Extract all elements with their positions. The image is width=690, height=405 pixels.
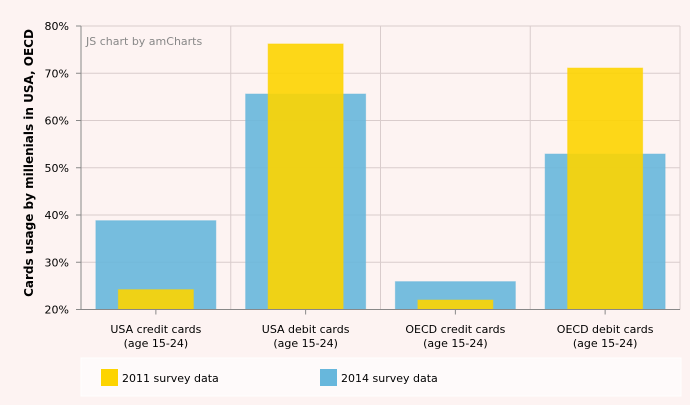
x-tick-label: OECD credit cards [405, 323, 505, 336]
x-tick-label: (age 15-24) [273, 337, 338, 350]
legend-swatch-2014[interactable] [320, 369, 337, 386]
x-tick-label: USA credit cards [110, 323, 201, 336]
x-tick-label: (age 15-24) [423, 337, 488, 350]
y-tick-label: 30% [45, 256, 69, 269]
legend-box [80, 357, 682, 397]
x-tick-label: USA debit cards [262, 323, 350, 336]
y-axis-title: Cards usage by millenials in USA, OECD [22, 29, 36, 297]
bar-2011-3[interactable] [567, 67, 644, 310]
bar-2011-2[interactable] [417, 299, 494, 310]
legend-label-2011[interactable]: 2011 survey data [122, 372, 219, 385]
y-tick-label: 80% [45, 20, 69, 33]
watermark[interactable]: JS chart by amCharts [85, 35, 202, 48]
x-tick-label: OECD debit cards [557, 323, 654, 336]
y-tick-label: 70% [45, 67, 69, 80]
y-tick-label: 20% [45, 304, 69, 317]
bars [95, 43, 666, 311]
y-tick-label: 60% [45, 115, 69, 128]
y-tick-label: 40% [45, 209, 69, 222]
x-tick-label: (age 15-24) [573, 337, 638, 350]
legend: 2011 survey data 2014 survey data [80, 357, 682, 397]
bar-2011-1[interactable] [267, 43, 344, 311]
bar-2011-0[interactable] [117, 289, 194, 310]
axes: 20%30%40%50%60%70%80%USA credit cards(ag… [45, 20, 680, 350]
legend-swatch-2011[interactable] [101, 369, 118, 386]
x-tick-label: (age 15-24) [124, 337, 189, 350]
legend-label-2014[interactable]: 2014 survey data [341, 372, 438, 385]
y-tick-label: 50% [45, 162, 69, 175]
